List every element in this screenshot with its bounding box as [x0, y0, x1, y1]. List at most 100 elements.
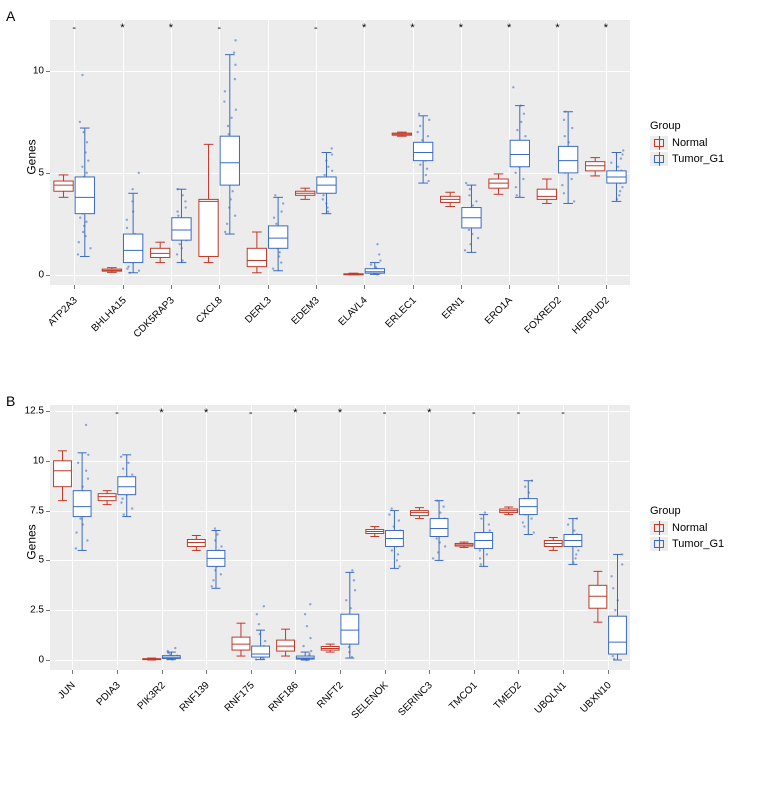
significance-mark: * — [604, 22, 608, 34]
x-tick — [206, 670, 207, 674]
significance-mark: - — [517, 407, 521, 419]
y-tick-label: 2.5 — [22, 605, 44, 616]
significance-mark: * — [427, 407, 431, 419]
y-tick — [46, 511, 50, 512]
y-tick-label: 5 — [22, 167, 44, 178]
x-tick-label: UBXN10 — [578, 680, 613, 715]
legend-label-normal: Normal — [672, 137, 707, 149]
panel-b-plot — [50, 405, 630, 670]
figure: A Genes B Genes Group Normal Tumor_G1 Gr… — [0, 0, 780, 796]
legend-item-normal: Normal — [650, 521, 724, 535]
x-tick-label: ERO1A — [483, 295, 515, 327]
y-tick — [46, 71, 50, 72]
legend-key-tumor — [650, 537, 668, 551]
panel-a-plot — [50, 20, 630, 285]
x-tick-label: SELENOK — [349, 680, 390, 721]
x-tick-label: ELAVL4 — [337, 295, 370, 328]
x-tick-label: SERINC3 — [397, 680, 435, 718]
significance-mark: - — [115, 407, 119, 419]
y-tick — [46, 461, 50, 462]
x-tick-label: BHLHA15 — [89, 295, 128, 334]
significance-mark: - — [561, 407, 565, 419]
x-tick — [251, 670, 252, 674]
legend-item-tumor: Tumor_G1 — [650, 537, 724, 551]
panel-a-label: A — [6, 8, 15, 24]
y-tick-label: 5 — [22, 555, 44, 566]
y-tick-label: 10 — [22, 65, 44, 76]
x-tick-label: DERL3 — [243, 295, 274, 326]
y-tick — [46, 173, 50, 174]
x-tick-label: PDIA3 — [94, 680, 122, 708]
significance-mark: * — [159, 407, 163, 419]
legend-title: Group — [650, 120, 724, 132]
x-tick — [606, 285, 607, 289]
x-tick-label: RNF139 — [178, 680, 212, 714]
legend-label-normal: Normal — [672, 522, 707, 534]
x-tick-label: HERPUD2 — [570, 295, 612, 337]
x-tick — [117, 670, 118, 674]
x-tick — [364, 285, 365, 289]
legend-key-tumor — [650, 152, 668, 166]
y-tick — [46, 560, 50, 561]
x-tick-label: CXCL8 — [194, 295, 225, 326]
x-tick — [413, 285, 414, 289]
significance-mark: * — [555, 22, 559, 34]
significance-mark: * — [362, 22, 366, 34]
panel-b-label: B — [6, 393, 15, 409]
x-tick-label: UBQLN1 — [533, 680, 569, 716]
x-tick — [509, 285, 510, 289]
x-tick-label: JUN — [57, 680, 79, 702]
y-tick-label: 7.5 — [22, 505, 44, 516]
y-tick-label: 12.5 — [22, 405, 44, 416]
legend-label-tumor: Tumor_G1 — [672, 153, 724, 165]
significance-mark: * — [410, 22, 414, 34]
significance-mark: - — [383, 407, 387, 419]
y-tick-label: 0 — [22, 269, 44, 280]
legend-a: Group Normal Tumor_G1 — [650, 120, 724, 168]
x-tick — [474, 670, 475, 674]
x-tick — [558, 285, 559, 289]
x-tick-label: RNF175 — [222, 680, 256, 714]
x-tick-label: TMCO1 — [447, 680, 480, 713]
x-tick-label: RNF186 — [267, 680, 301, 714]
legend-title: Group — [650, 505, 724, 517]
x-tick — [563, 670, 564, 674]
significance-mark: * — [169, 22, 173, 34]
y-tick-label: 0 — [22, 655, 44, 666]
x-tick — [340, 670, 341, 674]
chart-svg — [50, 20, 630, 285]
significance-mark: * — [293, 407, 297, 419]
significance-mark: - — [72, 22, 76, 34]
x-tick-label: FOXRED2 — [522, 295, 563, 336]
x-tick — [219, 285, 220, 289]
x-tick-label: RNFT2 — [315, 680, 346, 711]
significance-mark: - — [249, 407, 253, 419]
y-tick — [46, 411, 50, 412]
x-tick — [429, 670, 430, 674]
x-tick — [162, 670, 163, 674]
x-tick-label: ERLEC1 — [383, 295, 418, 330]
y-tick-label: 10 — [22, 455, 44, 466]
significance-mark: * — [459, 22, 463, 34]
legend-key-normal — [650, 136, 668, 150]
x-tick-label: TMED2 — [492, 680, 524, 712]
x-tick — [461, 285, 462, 289]
x-tick — [295, 670, 296, 674]
legend-item-normal: Normal — [650, 136, 724, 150]
significance-mark: * — [507, 22, 511, 34]
legend-label-tumor: Tumor_G1 — [672, 538, 724, 550]
significance-mark: * — [204, 407, 208, 419]
y-tick — [46, 610, 50, 611]
legend-key-normal — [650, 521, 668, 535]
x-tick — [316, 285, 317, 289]
x-tick — [123, 285, 124, 289]
x-tick-label: ATP2A3 — [46, 295, 80, 329]
x-tick-label: ERN1 — [440, 295, 467, 322]
x-tick-label: PIK3R2 — [135, 680, 167, 712]
legend-b: Group Normal Tumor_G1 — [650, 505, 724, 553]
y-tick — [46, 660, 50, 661]
significance-mark: - — [472, 407, 476, 419]
significance-mark: * — [338, 407, 342, 419]
legend-item-tumor: Tumor_G1 — [650, 152, 724, 166]
x-tick — [268, 285, 269, 289]
